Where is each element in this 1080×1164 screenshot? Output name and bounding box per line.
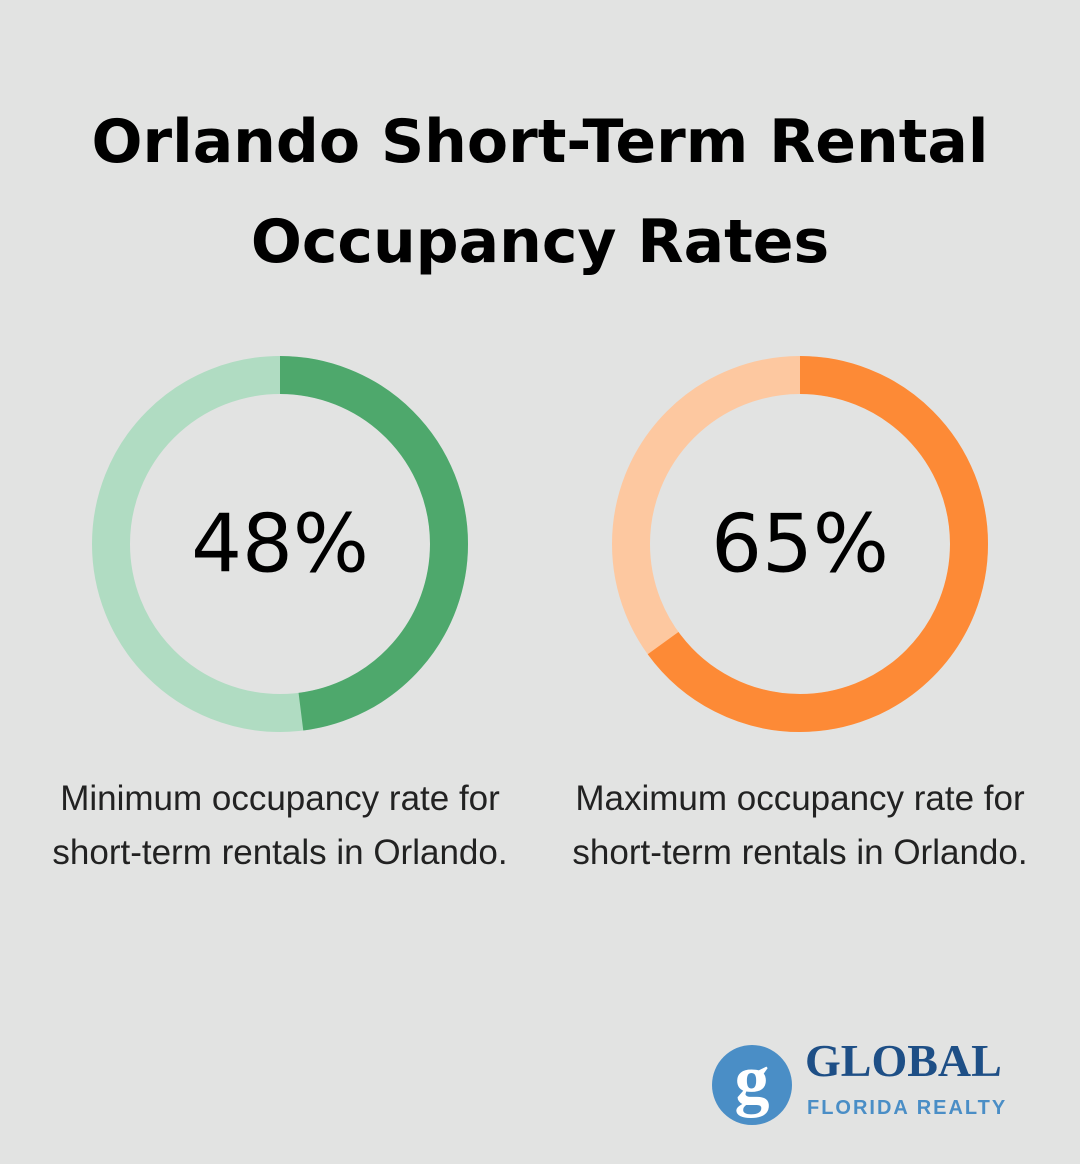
value-label: 48%: [191, 498, 369, 591]
logo-badge: [712, 1045, 792, 1125]
title: Orlando Short-Term Rental Occupancy Rate…: [91, 107, 989, 277]
donut-arc: [92, 356, 468, 732]
logo-mark: g: [735, 1042, 770, 1119]
logo-tagline: FLORIDA REALTY: [807, 1097, 1007, 1119]
donut-arc: [612, 356, 988, 732]
caption: Maximum occupancy rate for short-term re…: [572, 779, 1028, 872]
caption: Minimum occupancy rate for short-term re…: [52, 779, 508, 872]
logo-name: GLOBAL: [805, 1035, 1002, 1086]
value-label: 65%: [711, 498, 889, 591]
